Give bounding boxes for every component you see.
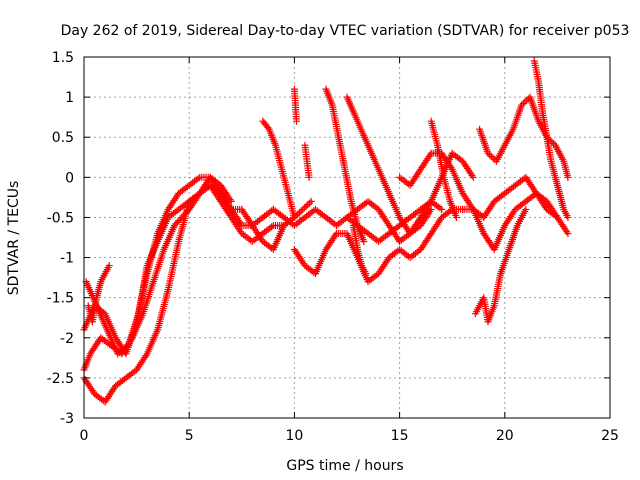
- y-tick-label: -0.5: [47, 210, 74, 226]
- series-track-f: [290, 205, 467, 286]
- x-tick-label: 0: [80, 428, 89, 444]
- series-track-o: [343, 93, 435, 237]
- data-points: [80, 57, 572, 406]
- data-point: [170, 221, 178, 229]
- series-track-m: [259, 117, 315, 221]
- y-axis-label: SDTVAR / TECUs: [6, 181, 22, 296]
- series-track-k: [476, 93, 572, 181]
- data-point: [295, 209, 303, 217]
- data-point: [297, 207, 305, 215]
- series-track-s: [84, 262, 113, 326]
- data-point: [564, 229, 572, 237]
- data-point: [452, 213, 460, 221]
- y-tick-label: 0: [65, 170, 74, 186]
- data-point: [564, 173, 572, 181]
- series-track-l: [530, 57, 572, 221]
- data-point: [294, 210, 302, 218]
- x-tick-label: 5: [185, 428, 194, 444]
- data-point: [523, 96, 531, 104]
- data-point: [469, 173, 477, 181]
- y-tick-label: 1.5: [52, 50, 74, 66]
- data-point: [487, 152, 495, 160]
- data-point: [564, 213, 572, 221]
- data-point: [172, 220, 180, 228]
- axis-ticks: 0 5 10 15 20 25 -3 -2.5 -2 -1.5 -1 -0.5 0 0.5 1 1.5: [47, 50, 619, 444]
- data-point: [305, 173, 313, 181]
- data-point: [304, 201, 312, 209]
- series-track-t: [349, 221, 370, 278]
- series-track-g: [343, 149, 477, 246]
- plot-border: [83, 56, 611, 419]
- series-track-c: [80, 181, 288, 406]
- x-tick-label: 25: [601, 428, 619, 444]
- y-tick-label: -1: [60, 251, 74, 267]
- x-axis-label: GPS time / hours: [286, 458, 403, 474]
- x-tick-label: 15: [391, 428, 409, 444]
- data-point: [293, 117, 301, 125]
- data-point: [176, 215, 184, 223]
- x-tick-label: 10: [285, 428, 303, 444]
- data-point: [522, 205, 530, 213]
- data-point: [521, 98, 529, 106]
- data-point: [519, 100, 527, 108]
- data-point: [307, 197, 315, 205]
- series-track-r: [301, 141, 313, 181]
- data-point: [302, 202, 310, 210]
- y-tick-label: -2: [60, 331, 74, 347]
- data-point: [105, 262, 113, 270]
- data-point: [306, 199, 314, 207]
- series-track-q: [290, 85, 301, 125]
- data-point: [427, 205, 435, 213]
- x-tick-label: 20: [496, 428, 514, 444]
- series-track-p: [427, 117, 460, 221]
- y-tick-label: -1.5: [47, 291, 74, 307]
- data-point: [489, 154, 497, 162]
- data-point: [362, 270, 370, 278]
- data-point: [438, 205, 446, 213]
- data-point: [486, 151, 494, 159]
- chart-title: Day 262 of 2019, Sidereal Day-to-day VTE…: [61, 23, 630, 39]
- data-point: [300, 204, 308, 212]
- data-point: [299, 205, 307, 213]
- data-point: [264, 124, 272, 132]
- y-tick-label: -3: [60, 411, 74, 427]
- data-point: [290, 213, 298, 221]
- data-point: [292, 212, 300, 220]
- series-track-j: [471, 205, 530, 326]
- y-tick-label: 0.5: [52, 130, 74, 146]
- data-point: [227, 197, 235, 205]
- data-point: [518, 101, 526, 109]
- data-point: [484, 149, 492, 157]
- series-track-i: [459, 173, 572, 237]
- y-tick-label: -2.5: [47, 371, 74, 387]
- series-track-h: [396, 149, 561, 254]
- y-tick-label: 1: [65, 90, 74, 106]
- data-point: [360, 238, 368, 246]
- data-point: [173, 218, 181, 226]
- series-track-n: [322, 85, 368, 246]
